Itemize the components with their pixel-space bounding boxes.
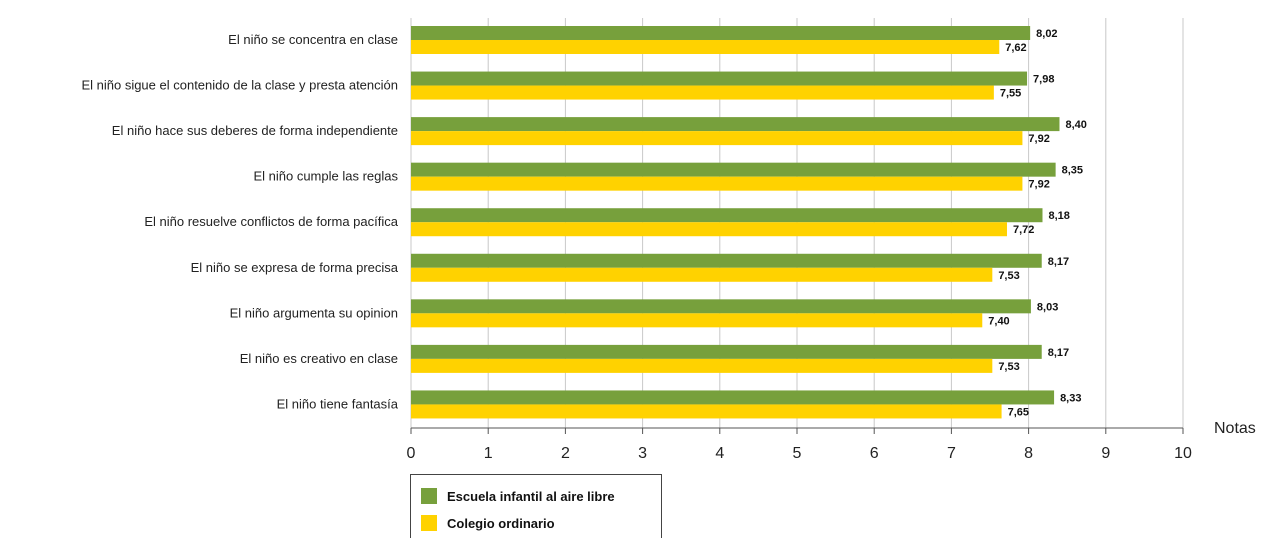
bar-ordinary: [411, 222, 1007, 237]
bar-ordinary: [411, 131, 1023, 146]
legend: Escuela infantil al aire libre Colegio o…: [410, 474, 662, 538]
value-label: 8,33: [1060, 392, 1081, 404]
value-label: 8,02: [1036, 28, 1057, 40]
bar-outdoor: [411, 208, 1043, 223]
value-label: 8,18: [1048, 210, 1069, 222]
x-tick-label: 2: [561, 445, 570, 462]
x-tick-label: 3: [638, 445, 647, 462]
category-label: El niño es creativo en clase: [240, 351, 398, 366]
bar-ordinary: [411, 267, 993, 282]
bar-outdoor: [411, 253, 1042, 268]
bar-ordinary: [411, 176, 1023, 191]
value-labels: 8,02 7,62 7,98 7,55 8,40 7,92 8,35 7,92 8,18 7,72…: [988, 28, 1087, 418]
legend-item-ordinary: Colegio ordinario: [421, 513, 555, 533]
value-label: 7,65: [1008, 406, 1029, 418]
legend-label-outdoor: Escuela infantil al aire libre: [447, 488, 615, 504]
category-label: El niño se concentra en clase: [228, 32, 398, 47]
category-label: El niño argumenta su opinion: [230, 305, 398, 320]
x-tick-label: 0: [407, 445, 416, 462]
x-tick-labels: 0 1 2 3 4 5 6 7 8 9 10: [407, 445, 1192, 462]
value-label: 7,98: [1033, 74, 1054, 86]
x-tick-label: 9: [1101, 445, 1110, 462]
x-tick-label: 8: [1024, 445, 1033, 462]
category-label: El niño sigue el contenido de la clase y…: [81, 78, 398, 93]
value-label: 8,40: [1065, 119, 1086, 131]
category-label: El niño cumple las reglas: [253, 169, 398, 184]
value-label: 7,62: [1005, 42, 1026, 54]
x-tick-label: 10: [1174, 445, 1192, 462]
bar-outdoor: [411, 344, 1042, 359]
legend-swatch-ordinary: [421, 515, 437, 531]
category-label: El niño hace sus deberes de forma indepe…: [112, 123, 398, 138]
value-label: 7,72: [1013, 224, 1034, 236]
legend-label-ordinary: Colegio ordinario: [447, 515, 555, 531]
bars: [411, 26, 1060, 419]
bar-ordinary: [411, 313, 983, 328]
x-tick-label: 6: [870, 445, 879, 462]
legend-swatch-outdoor: [421, 488, 437, 504]
bar-ordinary: [411, 85, 994, 100]
bar-ordinary: [411, 358, 993, 373]
bar-ordinary: [411, 404, 1002, 419]
category-label: El niño resuelve conflictos de forma pac…: [144, 214, 398, 229]
category-label: El niño tiene fantasía: [277, 396, 399, 411]
bar-outdoor: [411, 162, 1056, 177]
x-tick-label: 5: [793, 445, 802, 462]
bar-outdoor: [411, 71, 1028, 86]
value-label: 7,53: [998, 361, 1019, 373]
value-label: 7,40: [988, 315, 1009, 327]
value-label: 8,03: [1037, 301, 1058, 313]
value-label: 7,92: [1028, 133, 1049, 145]
x-tick-label: 4: [715, 445, 724, 462]
legend-item-outdoor: Escuela infantil al aire libre: [421, 486, 615, 506]
value-label: 7,55: [1000, 88, 1021, 100]
x-axis-title: Notas: [1214, 420, 1256, 437]
value-label: 7,53: [998, 270, 1019, 282]
value-label: 8,35: [1062, 165, 1083, 177]
value-label: 8,17: [1048, 347, 1069, 359]
value-label: 7,92: [1028, 179, 1049, 191]
x-tick-label: 1: [484, 445, 493, 462]
bar-outdoor: [411, 299, 1031, 314]
bar-ordinary: [411, 40, 1000, 54]
bar-outdoor: [411, 390, 1055, 405]
category-label: El niño se expresa de forma precisa: [191, 260, 399, 275]
category-labels: El niño se concentra en clase El niño sig…: [81, 32, 398, 411]
value-label: 8,17: [1048, 256, 1069, 268]
x-tick-label: 7: [947, 445, 956, 462]
bar-outdoor: [411, 117, 1060, 132]
bar-outdoor: [411, 26, 1031, 40]
